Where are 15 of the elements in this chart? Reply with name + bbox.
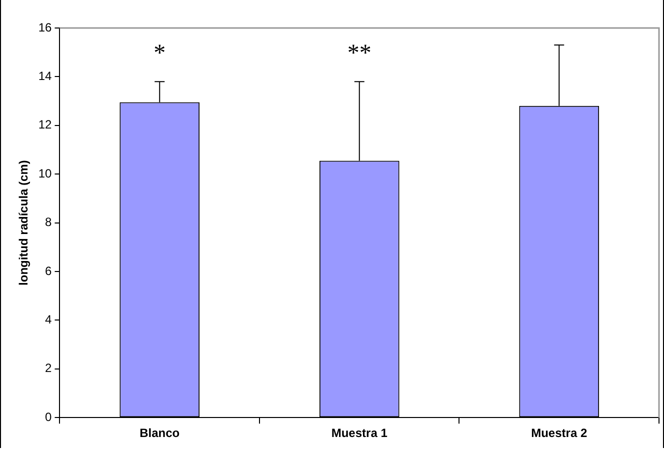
x-tick-label: Muestra 1: [331, 426, 388, 440]
y-tick-label: 8: [45, 215, 52, 230]
y-tick-label: 14: [38, 69, 52, 84]
y-tick-label: 6: [45, 264, 52, 278]
y-tick-label: 12: [38, 118, 52, 132]
y-tick-label: 0: [45, 410, 52, 424]
y-tick-label: 4: [45, 312, 52, 327]
x-tick-label: Muestra 2: [531, 426, 588, 440]
y-tick-label: 10: [38, 166, 52, 180]
annotation: *: [154, 40, 166, 66]
x-tick-label: Blanco: [140, 426, 180, 440]
y-axis-title: longitud radícula (cm): [16, 160, 31, 286]
y-tick-label: 16: [38, 20, 52, 34]
annotation: **: [347, 40, 372, 66]
y-tick-label: 2: [45, 361, 52, 376]
